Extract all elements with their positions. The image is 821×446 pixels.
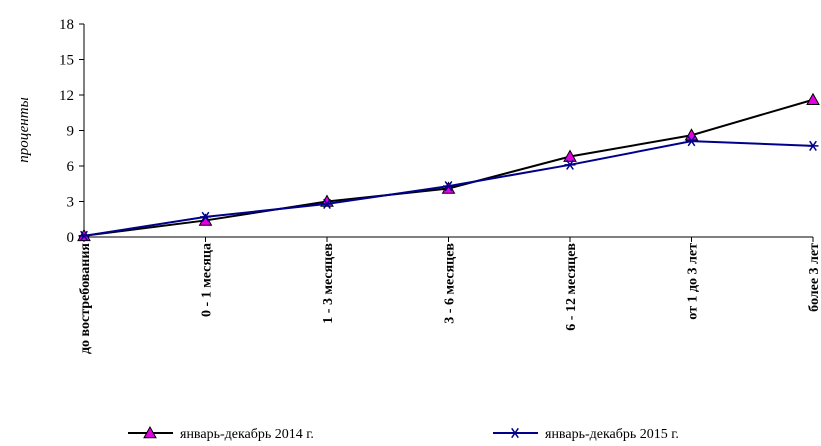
asterisk-stroke [687, 136, 696, 147]
x-tick-label: 3 - 6 месяцев [443, 243, 458, 324]
y-tick-label: 12 [59, 88, 74, 104]
x-tick-label: более 3 лет [807, 243, 821, 312]
data-point-series-2 [78, 230, 90, 241]
legend: январь-декабрь 2014 г. январь-декабрь 201… [128, 425, 679, 442]
y-tick-label: 6 [67, 159, 75, 175]
data-point-series-2 [564, 159, 576, 170]
asterisk-stroke [444, 181, 453, 192]
data-point-series-1 [806, 92, 820, 106]
x-tick-label: 6 - 12 месяцев [564, 243, 579, 331]
asterisk-stroke [566, 159, 574, 170]
y-ticks: 0 3 6 9 12 15 18 [59, 17, 84, 246]
x-tick-label: от 1 до 3 лет [686, 243, 701, 320]
data-point-series-2 [200, 211, 211, 222]
data-point-series-2 [686, 136, 697, 147]
x-tick-label: 1 - 3 месяцев [321, 243, 336, 324]
asterisk-stroke [80, 230, 88, 241]
y-tick-label: 3 [67, 195, 75, 211]
y-tick-label: 0 [67, 230, 75, 246]
data-point-series-2 [443, 181, 454, 192]
legend-item-2: январь-декабрь 2015 г. [493, 427, 679, 442]
asterisk-stroke [201, 211, 210, 222]
asterisk-stroke [511, 427, 519, 439]
y-tick-label: 15 [59, 53, 74, 69]
y-tick-label: 18 [59, 17, 74, 33]
legend-item-1: январь-декабрь 2014 г. [128, 425, 314, 442]
legend-label: январь-декабрь 2014 г. [180, 427, 314, 441]
x-tick-label: 0 - 1 месяца [200, 243, 215, 317]
legend-label: январь-декабрь 2015 г. [545, 427, 679, 441]
legend-marker [143, 425, 157, 439]
series-line-1 [83, 98, 814, 237]
x-tick-label: до востребования [78, 243, 93, 354]
asterisk-stroke [809, 140, 817, 151]
data-point-series-2 [321, 198, 333, 209]
data-point-series-1 [563, 149, 577, 162]
asterisk-stroke [323, 198, 331, 209]
x-ticks: до востребования 0 - 1 месяца 1 - 3 месяце… [78, 237, 821, 354]
y-axis-label: проценты [16, 97, 32, 162]
y-tick-label: 9 [67, 124, 75, 140]
series-layer [77, 92, 820, 242]
legend-marker [509, 427, 521, 439]
data-point-series-2 [807, 140, 819, 151]
